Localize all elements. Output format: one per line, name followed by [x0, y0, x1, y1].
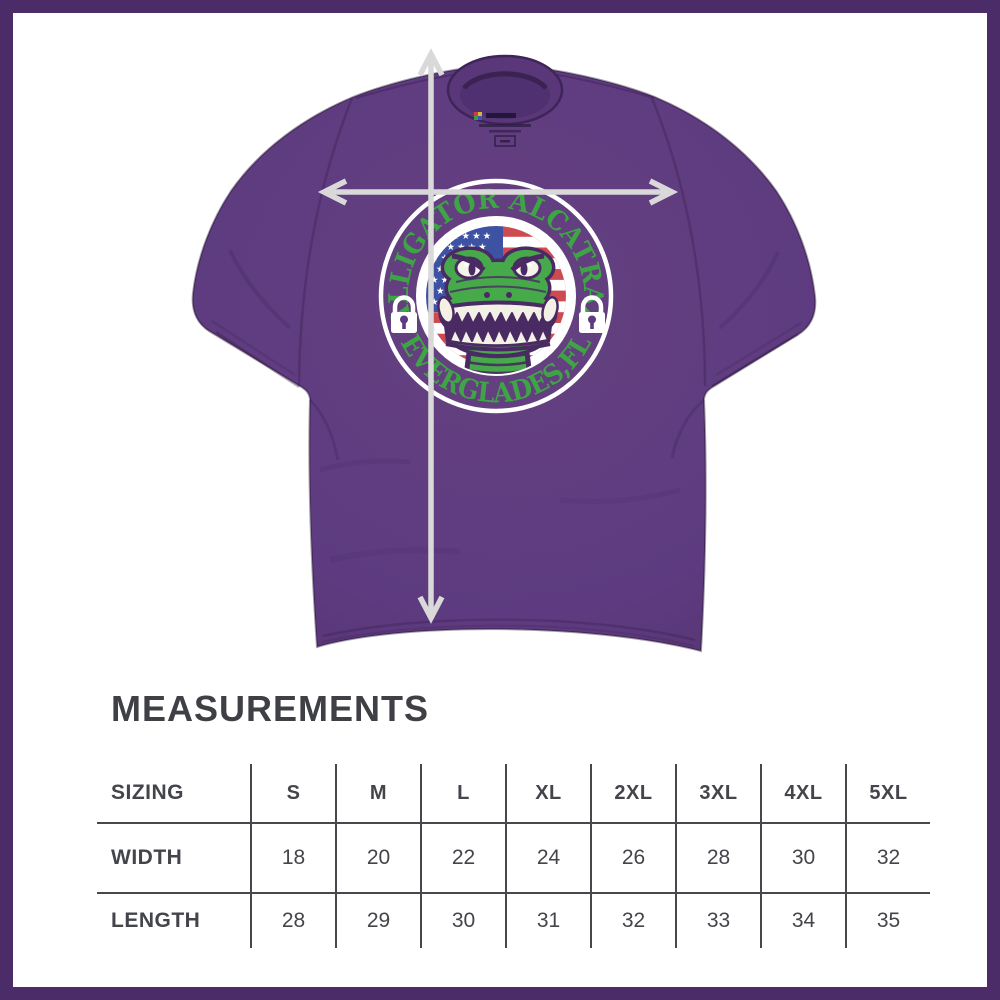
lower-teeth	[449, 328, 549, 347]
outer-ring	[378, 178, 614, 414]
width-value: 32	[845, 822, 930, 892]
width-arrow	[317, 178, 679, 206]
length-arrow	[417, 48, 445, 624]
width-value: 18	[250, 822, 335, 892]
padlock-right-icon	[579, 295, 605, 333]
length-value: 30	[420, 892, 505, 948]
neck-label	[474, 112, 531, 147]
collar	[446, 54, 564, 126]
row-label-width: WIDTH	[97, 822, 250, 892]
row-label-length: LENGTH	[97, 892, 250, 948]
length-value: 33	[675, 892, 760, 948]
width-value: 24	[505, 822, 590, 892]
length-value: 34	[760, 892, 845, 948]
shirt-seams	[211, 72, 802, 647]
length-value: 31	[505, 892, 590, 948]
size-col-header: 3XL	[675, 764, 760, 822]
length-value: 29	[335, 892, 420, 948]
width-value: 30	[760, 822, 845, 892]
size-table: SIZING S M L XL 2XL 3XL 4XL 5XL WIDTH 18…	[97, 764, 930, 948]
gator-eyes	[451, 253, 545, 280]
size-col-header: M	[335, 764, 420, 822]
table-header-sizing: SIZING	[111, 781, 185, 804]
padlock-left-icon	[391, 295, 417, 333]
size-col-header: XL	[505, 764, 590, 822]
width-value: 20	[335, 822, 420, 892]
page-title: MEASUREMENTS	[111, 688, 430, 729]
svg-text:★★★★★★: ★★★★★★	[430, 231, 493, 242]
length-value: 32	[590, 892, 675, 948]
width-value: 26	[590, 822, 675, 892]
length-value: 28	[250, 892, 335, 948]
size-col-header: 4XL	[760, 764, 845, 822]
size-col-header: S	[250, 764, 335, 822]
size-col-header: 2XL	[590, 764, 675, 822]
size-col-header: L	[420, 764, 505, 822]
alligator-icon	[437, 246, 559, 374]
width-value: 22	[420, 822, 505, 892]
width-value: 28	[675, 822, 760, 892]
length-value: 35	[845, 892, 930, 948]
badge-logo: ★★★★★★ ★★★★★ ★★★★★★ ★★★★★ ★★★★★★ ★★★★★ ★…	[378, 178, 614, 414]
size-col-header: 5XL	[845, 764, 930, 822]
